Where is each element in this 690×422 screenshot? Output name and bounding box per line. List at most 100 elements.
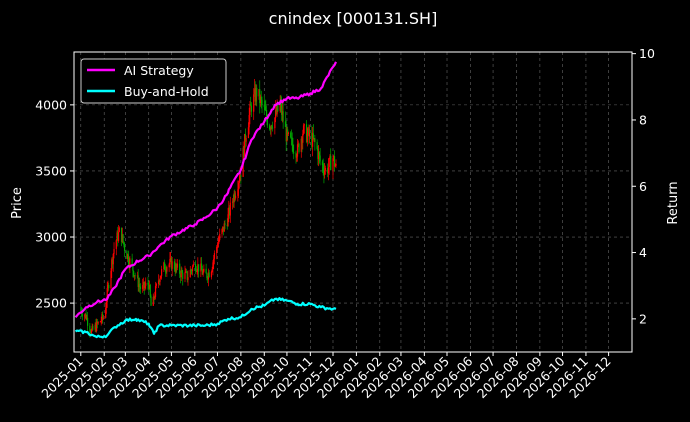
candle-body [265, 109, 267, 111]
candle-body [149, 284, 151, 297]
candle-body [115, 240, 117, 249]
candle-body [275, 110, 277, 115]
candle-body [312, 133, 314, 139]
candle-body [95, 324, 97, 332]
candle-body [292, 145, 294, 153]
candle-body [113, 248, 115, 254]
candle-body [174, 269, 176, 272]
candle-body [217, 242, 219, 247]
candle-body [226, 224, 228, 227]
candle-body [210, 271, 213, 278]
candle-body [216, 247, 218, 254]
candle-body [308, 132, 311, 137]
candle-body [237, 189, 239, 196]
candle-body [168, 264, 170, 268]
candle-body [102, 314, 104, 319]
candle-body [293, 152, 295, 154]
candle-body [91, 326, 93, 331]
candle-body [324, 168, 327, 171]
candle-body [148, 284, 150, 289]
candle-body [290, 132, 292, 138]
candle-body [171, 261, 173, 269]
candle-body [234, 195, 237, 199]
candle-body [247, 127, 250, 138]
candle-body [307, 128, 309, 134]
candle-body [165, 270, 167, 272]
candle-body [308, 128, 310, 137]
candle-body [157, 280, 160, 285]
candle-body [106, 288, 108, 303]
candle-body [173, 261, 176, 270]
candle-body [132, 264, 134, 271]
candle-body [85, 313, 87, 320]
candle-body [169, 259, 171, 265]
candle-body [86, 317, 89, 326]
right-tick-label: 8 [639, 112, 647, 127]
candle-body [228, 207, 231, 216]
candle-body [316, 142, 318, 149]
candle-body [271, 127, 274, 129]
y-axis-label-price: Price [10, 187, 25, 219]
candle-body [222, 226, 225, 232]
candle-body [245, 137, 247, 142]
candle-body [231, 201, 234, 203]
candle-body [163, 262, 165, 270]
candle-body [212, 262, 214, 270]
candle-body [111, 259, 114, 265]
candle-body [305, 124, 308, 143]
candle-body [116, 232, 118, 241]
candle-body [189, 269, 191, 278]
candle-body [137, 275, 139, 288]
left-tick-label: 3000 [35, 230, 67, 245]
candle-body [244, 134, 247, 142]
candle-body [111, 259, 113, 271]
candle-body [197, 264, 199, 272]
candle-body [298, 143, 300, 152]
candle-body [329, 155, 331, 158]
candle-body [108, 285, 110, 289]
candle-body [311, 132, 313, 147]
candle-body [196, 271, 198, 272]
candle-body [207, 277, 209, 280]
candle-body [259, 96, 262, 104]
candle-body [153, 296, 155, 298]
candle-body [254, 88, 256, 102]
candle-body [335, 163, 337, 166]
candle-body [94, 324, 96, 330]
candle-body [147, 282, 149, 285]
candle-body [256, 87, 258, 97]
candle-body [321, 161, 324, 166]
candle-body [112, 253, 114, 265]
candle-body [259, 89, 261, 104]
candle-body [90, 330, 92, 334]
candle-body [290, 137, 293, 139]
candle-body [84, 313, 86, 316]
candle-body [327, 168, 329, 174]
candle-body [170, 257, 173, 269]
candle-body [195, 270, 197, 272]
candle-body [287, 129, 289, 134]
candle-body [291, 137, 293, 146]
candle-body [131, 258, 133, 265]
candle-body [324, 170, 326, 175]
candle-body [123, 241, 125, 245]
candle-body [164, 262, 166, 270]
candle-body [148, 284, 151, 289]
candle-body [142, 281, 145, 286]
candle-body [154, 296, 156, 298]
candle-body [277, 104, 279, 111]
candle-body [223, 223, 225, 232]
candle-body [207, 272, 210, 280]
candle-body [202, 271, 204, 275]
candle-body [160, 269, 163, 276]
candle-body [154, 285, 157, 297]
candle-body [159, 278, 161, 282]
candle-body [240, 175, 242, 177]
candle-body [110, 270, 112, 289]
candle-body [255, 87, 257, 102]
legend: AI Strategy Buy-and-Hold [80, 58, 227, 104]
candle-body [333, 156, 335, 159]
candle-body [249, 104, 251, 116]
left-axis: 2500 3000 3500 4000 [35, 97, 74, 311]
candle-body [96, 321, 99, 324]
